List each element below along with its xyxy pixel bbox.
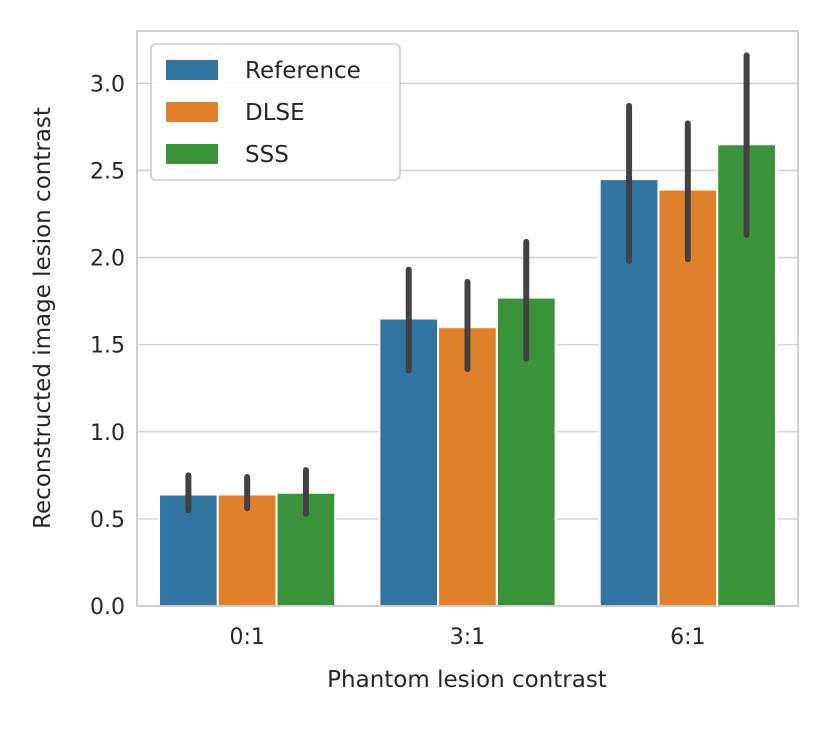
y-tick-label: 1.0 — [90, 421, 125, 446]
bar-layer — [158, 143, 777, 608]
legend-label-reference: Reference — [245, 58, 361, 84]
x-tick-label: 3:1 — [450, 625, 485, 650]
bar-dlse — [216, 493, 278, 608]
legend: Reference DLSE SSS — [150, 43, 401, 181]
legend-swatch-sss — [166, 144, 218, 164]
legend-swatch-reference — [166, 60, 218, 80]
x-tick-label: 0:1 — [229, 625, 264, 650]
y-tick-label: 2.0 — [90, 247, 125, 272]
y-tick-label: 0.5 — [90, 508, 125, 533]
bar-dlse — [437, 326, 498, 607]
y-tick-label: 0.0 — [90, 595, 125, 620]
plot-frame — [136, 30, 799, 607]
y-tick-label: 1.5 — [90, 334, 125, 359]
legend-swatch-dlse — [166, 102, 218, 122]
x-tick-label: 6:1 — [670, 625, 705, 650]
y-axis-label: Reconstructed image lesion contrast — [30, 107, 56, 529]
x-tick-labels: 0:1 3:1 6:1 — [229, 625, 705, 650]
legend-label-sss: SSS — [245, 142, 289, 168]
errorbar-layer — [185, 52, 750, 517]
y-tick-label: 3.0 — [90, 72, 125, 97]
legend-label-dlse: DLSE — [245, 100, 305, 126]
y-tick-labels: 0.0 0.5 1.0 1.5 2.0 2.5 3.0 — [90, 72, 125, 620]
x-axis-label: Phantom lesion contrast — [327, 667, 607, 693]
y-tick-label: 2.5 — [90, 159, 125, 184]
